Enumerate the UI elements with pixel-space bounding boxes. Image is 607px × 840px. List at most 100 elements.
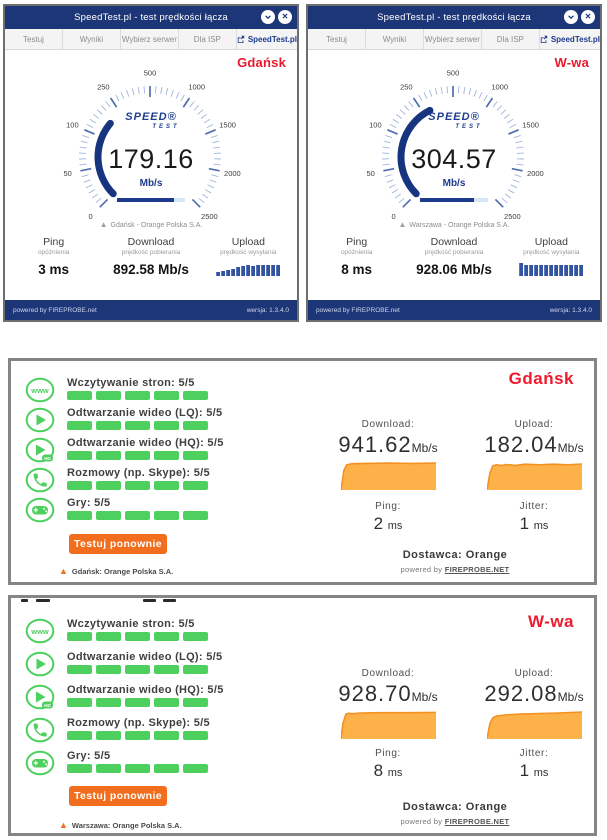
download-value: 892.58 Mb/s bbox=[113, 262, 189, 277]
footer-powered: powered by FIREPROBE.net bbox=[316, 306, 400, 314]
jitter-value: 1 bbox=[519, 761, 530, 780]
download-value: 928.70 bbox=[338, 681, 412, 706]
service-row-www: www Wczytywanie stron: 5/5 bbox=[25, 618, 305, 646]
upload-area-chart bbox=[485, 463, 582, 491]
phone-icon bbox=[25, 717, 55, 743]
city-label: Gdańsk bbox=[508, 369, 574, 388]
tab-testuj[interactable]: Testuj bbox=[308, 29, 366, 49]
tab-wybierz-serwer[interactable]: Wybierz serwer bbox=[424, 29, 482, 49]
play-hd-icon: HD bbox=[25, 437, 55, 463]
tab-testuj[interactable]: Testuj bbox=[5, 29, 63, 49]
score-bar bbox=[67, 764, 208, 773]
service-label: Rozmowy (np. Skype): 5/5 bbox=[67, 467, 210, 479]
download-stat: Download prędkość pobierania 892.58 Mb/s bbox=[102, 236, 199, 277]
gamepad-icon bbox=[25, 750, 55, 776]
download-stat: Download prędkość pobierania 928.06 Mb/s bbox=[405, 236, 502, 277]
service-row-games: Gry: 5/5 bbox=[25, 497, 305, 525]
ping-stat: Ping opóźnienia 8 ms bbox=[308, 236, 405, 277]
test-progress-bar bbox=[420, 198, 488, 202]
score-bar bbox=[67, 511, 208, 520]
test-again-button[interactable]: Testuj ponownie bbox=[69, 786, 167, 806]
city-label: W-wa bbox=[554, 55, 589, 70]
powered-line: powered by FIREPROBE.NET bbox=[400, 565, 510, 574]
svg-text:www: www bbox=[30, 627, 49, 636]
phone-icon bbox=[25, 467, 55, 493]
service-row-video-lq: Odtwarzanie wideo (LQ): 5/5 bbox=[25, 651, 305, 679]
tab-wyniki[interactable]: Wyniki bbox=[63, 29, 121, 49]
download-label: Download bbox=[127, 236, 175, 248]
tab-bar: Testuj Wyniki Wybierz serwer Dla ISP Spe… bbox=[5, 29, 297, 50]
tab-speedtest-pl[interactable]: SpeedTest.pl bbox=[237, 29, 297, 49]
upload-histogram bbox=[503, 261, 600, 276]
speedtest-window-warszawa: SpeedTest.pl - test prędkości łącza ✕ Te… bbox=[306, 4, 602, 322]
upload-sublabel: prędkość wysyłania bbox=[220, 249, 277, 256]
svg-text:250: 250 bbox=[400, 83, 413, 92]
close-icon[interactable]: ✕ bbox=[278, 10, 292, 24]
window-title: SpeedTest.pl - test prędkości łącza bbox=[377, 12, 531, 23]
service-label: Gry: 5/5 bbox=[67, 497, 111, 509]
tab-wybierz-serwer[interactable]: Wybierz serwer bbox=[121, 29, 179, 49]
service-label: Wczytywanie stron: 5/5 bbox=[67, 618, 195, 630]
minimize-chevron-icon[interactable] bbox=[564, 10, 578, 24]
service-row-video-hq: HD Odtwarzanie wideo (HQ): 5/5 bbox=[25, 684, 305, 712]
play-icon bbox=[25, 651, 55, 677]
server-triangle-icon: ▲ bbox=[398, 220, 407, 229]
fireprobe-panel-warszawa: W-wa www Wczytywanie stron: 5/5 Odtwarza… bbox=[8, 595, 597, 836]
play-hd-icon: HD bbox=[25, 684, 55, 710]
external-link-icon bbox=[237, 35, 245, 43]
ping-sublabel: opóźnienia bbox=[340, 249, 373, 256]
tab-dla-isp[interactable]: Dla ISP bbox=[482, 29, 540, 49]
speedtest-window-gdansk: SpeedTest.pl - test prędkości łącza ✕ Te… bbox=[3, 4, 299, 322]
ping-value: 2 bbox=[373, 514, 384, 533]
fireprobe-link[interactable]: FIREPROBE.NET bbox=[444, 565, 510, 574]
test-progress-bar bbox=[117, 198, 185, 202]
play-icon bbox=[25, 407, 55, 433]
minimize-chevron-icon[interactable] bbox=[261, 10, 275, 24]
footer-powered: powered by FIREPROBE.net bbox=[13, 306, 97, 314]
svg-text:www: www bbox=[30, 386, 49, 395]
server-line: ▲ Warszawa - Orange Polska S.A. bbox=[398, 220, 510, 229]
ping-stat: Ping opóźnienia 3 ms bbox=[5, 236, 102, 277]
upload-stat: Upload prędkość wysyłania bbox=[200, 236, 297, 277]
upload-unit: Mb/s bbox=[557, 441, 584, 455]
close-icon[interactable]: ✕ bbox=[581, 10, 595, 24]
speedtest-logo: SPEED® TEST bbox=[428, 111, 483, 131]
cropped-text-remnant bbox=[143, 599, 156, 602]
svg-text:1000: 1000 bbox=[491, 83, 508, 92]
service-row-video-lq: Odtwarzanie wideo (LQ): 5/5 bbox=[25, 407, 305, 435]
tab-dla-isp[interactable]: Dla ISP bbox=[179, 29, 237, 49]
footer-version: wersja: 1.3.4.0 bbox=[549, 306, 592, 314]
www-icon: www bbox=[25, 377, 55, 403]
upload-label: Upload bbox=[231, 236, 265, 248]
download-label: Download bbox=[430, 236, 478, 248]
service-label: Odtwarzanie wideo (HQ): 5/5 bbox=[67, 437, 224, 449]
download-label: Download: bbox=[361, 419, 415, 430]
stats-row: Ping opóźnienia 8 ms Download prędkość p… bbox=[308, 236, 600, 277]
window-title: SpeedTest.pl - test prędkości łącza bbox=[74, 12, 228, 23]
window-footer: powered by FIREPROBE.net wersja: 1.3.4.0 bbox=[308, 300, 600, 320]
gauge-value: 179.16 bbox=[108, 144, 194, 174]
service-label: Odtwarzanie wideo (HQ): 5/5 bbox=[67, 684, 224, 696]
city-label: W-wa bbox=[527, 612, 574, 631]
gamepad-icon bbox=[25, 497, 55, 523]
upload-label: Upload: bbox=[514, 668, 554, 679]
ping-label: Ping: bbox=[375, 501, 401, 512]
test-again-button[interactable]: Testuj ponownie bbox=[69, 534, 167, 554]
ping-label: Ping: bbox=[375, 748, 401, 759]
service-label: Wczytywanie stron: 5/5 bbox=[67, 377, 195, 389]
svg-text:HD: HD bbox=[44, 703, 51, 708]
score-bar bbox=[67, 481, 208, 490]
svg-text:500: 500 bbox=[447, 69, 460, 78]
fireprobe-link[interactable]: FIREPROBE.NET bbox=[444, 817, 510, 826]
download-area-chart bbox=[339, 462, 436, 491]
footer-version: wersja: 1.3.4.0 bbox=[246, 306, 289, 314]
tab-wyniki[interactable]: Wyniki bbox=[366, 29, 424, 49]
provider-line: Dostawca: Orange bbox=[402, 801, 508, 813]
tab-speedtest-pl[interactable]: SpeedTest.pl bbox=[540, 29, 600, 49]
gauge-unit: Mb/s bbox=[442, 178, 466, 189]
upload-value: 182.04 bbox=[484, 432, 558, 457]
upload-label: Upload: bbox=[514, 419, 554, 430]
powered-line: powered by FIREPROBE.NET bbox=[400, 817, 510, 826]
download-sublabel: prędkość pobierania bbox=[424, 249, 484, 256]
